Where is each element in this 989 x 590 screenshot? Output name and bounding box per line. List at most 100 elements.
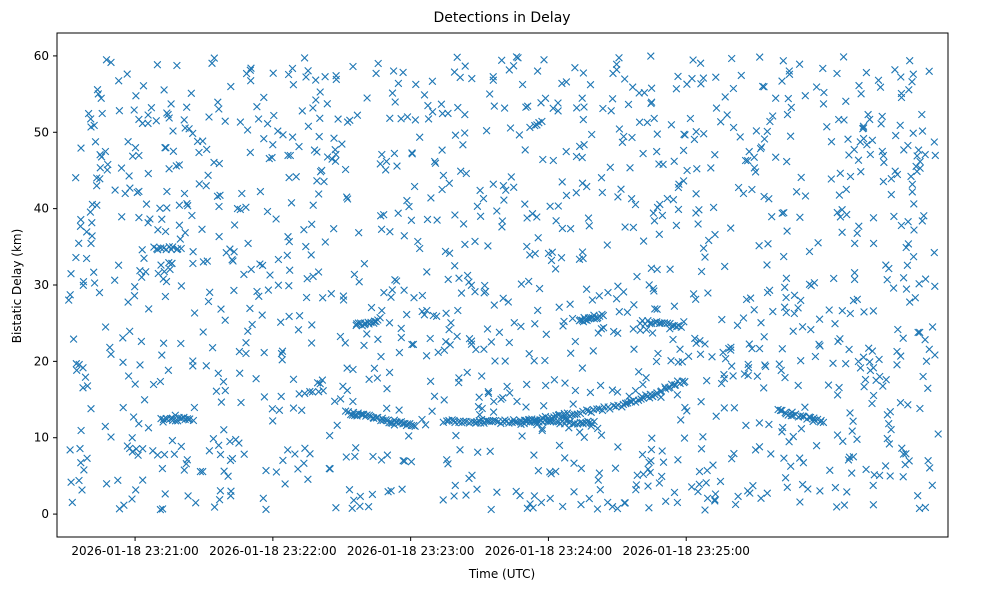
data-point-x-marker bbox=[309, 272, 317, 281]
data-point-x-marker bbox=[862, 68, 871, 77]
data-point-x-marker bbox=[445, 179, 454, 187]
data-point-x-marker bbox=[549, 156, 558, 165]
data-point-x-marker bbox=[673, 498, 682, 507]
data-point-x-marker bbox=[796, 296, 805, 305]
data-point-x-marker bbox=[629, 223, 638, 232]
data-point-x-marker bbox=[683, 166, 691, 175]
data-point-x-marker bbox=[579, 69, 588, 77]
data-point-x-marker bbox=[916, 157, 924, 166]
data-point-x-marker bbox=[91, 138, 100, 146]
data-point-x-marker bbox=[274, 281, 283, 289]
data-point-x-marker bbox=[169, 147, 178, 156]
data-point-x-marker bbox=[750, 164, 759, 172]
data-point-x-marker bbox=[158, 351, 166, 359]
data-point-x-marker bbox=[786, 462, 795, 470]
data-point-x-marker bbox=[144, 424, 153, 432]
data-point-x-marker bbox=[389, 67, 398, 75]
data-point-x-marker bbox=[286, 151, 295, 160]
data-point-x-marker bbox=[156, 244, 165, 252]
data-point-x-marker bbox=[379, 210, 388, 219]
data-point-x-marker bbox=[887, 425, 895, 434]
data-point-x-marker bbox=[410, 293, 418, 302]
data-point-x-marker bbox=[850, 275, 859, 284]
data-point-x-marker bbox=[407, 457, 416, 466]
data-point-x-marker bbox=[860, 382, 868, 391]
data-point-x-marker bbox=[459, 417, 468, 426]
data-point-x-marker bbox=[140, 396, 149, 404]
data-point-x-marker bbox=[736, 133, 744, 141]
data-point-x-marker bbox=[920, 212, 928, 220]
data-point-x-marker bbox=[731, 500, 740, 509]
data-point-x-marker bbox=[356, 502, 364, 511]
data-point-x-marker bbox=[78, 486, 86, 494]
data-point-x-marker bbox=[883, 411, 892, 419]
data-point-x-marker bbox=[642, 373, 650, 382]
data-point-x-marker bbox=[653, 130, 662, 138]
data-point-x-marker bbox=[130, 282, 139, 291]
data-point-x-marker bbox=[896, 121, 904, 130]
data-point-x-marker bbox=[597, 173, 606, 182]
data-point-x-marker bbox=[647, 84, 656, 92]
data-point-x-marker bbox=[279, 456, 287, 465]
data-point-x-marker bbox=[832, 503, 841, 511]
data-point-x-marker bbox=[294, 326, 303, 334]
data-point-x-marker bbox=[316, 167, 325, 176]
data-point-x-marker bbox=[744, 364, 753, 372]
data-point-x-marker bbox=[897, 93, 906, 102]
data-point-x-marker bbox=[632, 481, 641, 489]
data-point-x-marker bbox=[861, 375, 870, 384]
data-point-x-marker bbox=[893, 361, 901, 369]
data-point-x-marker bbox=[566, 300, 574, 308]
data-point-x-marker bbox=[780, 283, 789, 292]
data-point-x-marker bbox=[755, 241, 763, 250]
data-point-x-marker bbox=[879, 177, 888, 186]
y-axis-ticks: 0 10 20 30 40 50 60 bbox=[34, 49, 57, 521]
data-point-x-marker bbox=[514, 54, 522, 62]
data-point-x-marker bbox=[487, 338, 496, 346]
x-tick-label: 2026-01-18 23:22:00 bbox=[209, 544, 336, 558]
data-point-x-marker bbox=[242, 203, 250, 212]
data-point-x-marker bbox=[489, 76, 498, 84]
data-point-x-marker bbox=[114, 77, 123, 85]
data-point-x-marker bbox=[669, 335, 677, 344]
data-point-x-marker bbox=[319, 386, 327, 395]
data-point-x-marker bbox=[463, 271, 472, 280]
data-point-x-marker bbox=[844, 456, 853, 464]
data-point-x-marker bbox=[745, 340, 754, 348]
data-point-x-marker bbox=[236, 118, 245, 126]
data-point-x-marker bbox=[467, 417, 475, 426]
data-point-x-marker bbox=[228, 454, 237, 463]
data-point-x-marker bbox=[230, 248, 238, 256]
data-point-x-marker bbox=[334, 115, 342, 123]
data-point-x-marker bbox=[812, 83, 821, 91]
data-point-x-marker bbox=[300, 459, 308, 468]
data-point-x-marker bbox=[316, 379, 324, 388]
data-point-x-marker bbox=[343, 118, 352, 126]
data-point-x-marker bbox=[356, 492, 365, 501]
data-point-x-marker bbox=[428, 407, 436, 415]
data-point-x-marker bbox=[530, 357, 538, 365]
data-point-x-marker bbox=[445, 325, 453, 334]
data-point-x-marker bbox=[421, 421, 430, 429]
data-point-x-marker bbox=[782, 293, 790, 302]
data-point-x-marker bbox=[826, 466, 834, 475]
data-point-x-marker bbox=[865, 115, 874, 124]
data-point-x-marker bbox=[295, 311, 304, 320]
data-point-x-marker bbox=[611, 464, 620, 472]
data-point-x-marker bbox=[385, 418, 393, 427]
data-point-x-marker bbox=[137, 337, 146, 346]
data-point-x-marker bbox=[623, 308, 632, 316]
data-point-x-marker bbox=[915, 280, 923, 288]
data-point-x-marker bbox=[205, 113, 213, 121]
data-point-x-marker bbox=[894, 325, 902, 334]
data-point-x-marker bbox=[131, 380, 139, 388]
data-point-x-marker bbox=[657, 472, 666, 481]
data-point-x-marker bbox=[679, 146, 688, 155]
data-point-x-marker bbox=[585, 222, 594, 230]
data-point-x-marker bbox=[486, 447, 494, 456]
data-point-x-marker bbox=[755, 419, 764, 427]
data-point-x-marker bbox=[306, 450, 314, 458]
data-point-x-marker bbox=[767, 212, 776, 221]
data-point-x-marker bbox=[399, 456, 407, 465]
data-point-x-marker bbox=[578, 248, 587, 256]
